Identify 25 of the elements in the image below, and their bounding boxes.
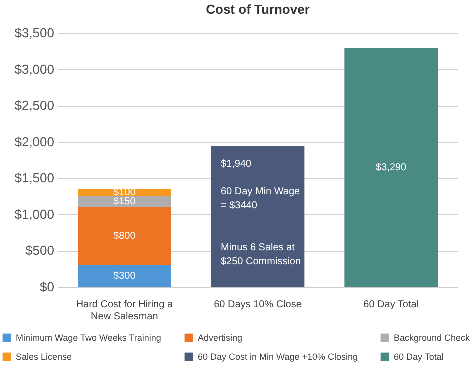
y-tick-label: $0 (40, 280, 54, 294)
data-label: $300 (114, 271, 136, 282)
y-tick-label: $1,500 (14, 170, 54, 186)
y-tick-label: $2,500 (14, 98, 54, 114)
y-tick-label: $3,000 (14, 62, 54, 77)
legend-label: 60 Day Total (394, 352, 444, 362)
y-tick-label: $1,000 (14, 206, 54, 222)
y-tick-label: $2,000 (14, 134, 54, 150)
data-label: $3,290 (376, 162, 408, 174)
chart-title: Cost of Turnover (206, 2, 310, 17)
legend-label: Minimum Wage Two Weeks Training (16, 333, 162, 343)
legend-label: Sales License (16, 352, 72, 362)
data-label: $1,940 (221, 159, 252, 170)
y-tick-label: $3,500 (14, 26, 54, 40)
data-label: $150 (114, 196, 136, 208)
legend-label: Advertising (198, 333, 243, 343)
x-tick-label: 60 Days 10% Close (214, 300, 302, 310)
data-label: $800 (114, 231, 136, 242)
legend-label: 60 Day Cost in Min Wage +10% Closing (198, 352, 358, 362)
annotation: Minus 6 Sales at $250 Commission (221, 242, 302, 268)
annotation: 60 Day Min Wage = $3440 (221, 186, 301, 212)
x-tick-label: Hard Cost for Hiring a New Salesman (76, 300, 174, 322)
y-tick-label: $500 (26, 243, 54, 258)
x-tick-label: 60 Day Total (364, 300, 420, 310)
legend-label: Background Check (394, 333, 471, 343)
